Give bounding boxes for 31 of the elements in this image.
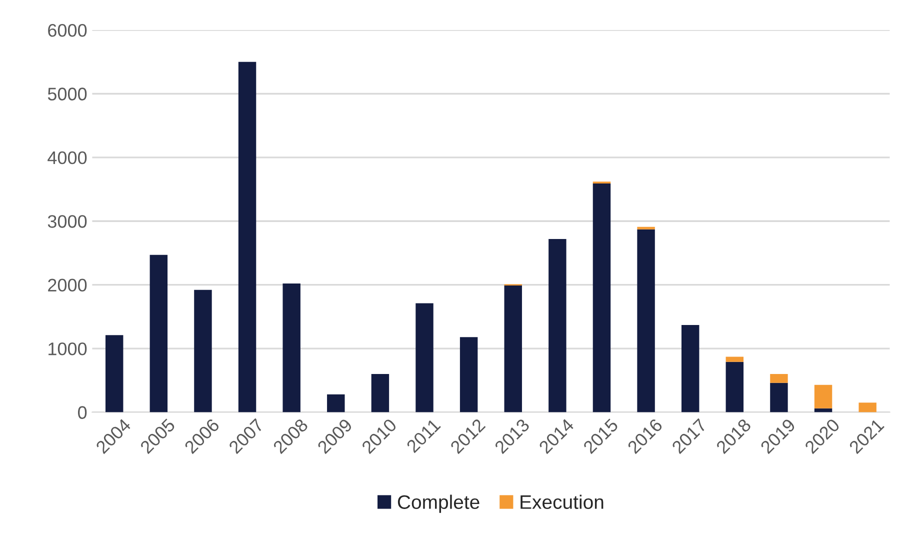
bar [238, 62, 256, 412]
bar [150, 254, 168, 412]
bar [726, 356, 744, 362]
bar [592, 184, 611, 412]
bar [814, 384, 832, 408]
bar [504, 285, 522, 412]
bar [858, 402, 876, 412]
bar [548, 238, 566, 412]
y-tick-label: 6000 [48, 24, 87, 37]
bar [770, 374, 788, 383]
bar [282, 284, 300, 412]
legend-label: Execution [520, 494, 604, 509]
bar [105, 335, 124, 412]
bar [770, 382, 788, 412]
bar [194, 290, 212, 412]
y-tick-label: 3000 [48, 215, 87, 228]
bar [416, 303, 434, 412]
y-tick-label: 4000 [48, 151, 87, 164]
bar [726, 362, 744, 412]
y-tick-label: 2000 [48, 278, 87, 292]
bar [460, 337, 478, 412]
bar [637, 229, 655, 412]
bar [681, 324, 700, 412]
y-tick-label: 0 [78, 406, 87, 419]
bar [327, 394, 345, 412]
y-tick-label: 1000 [48, 342, 87, 356]
legend-label: Complete [398, 494, 480, 513]
bar [637, 226, 655, 230]
bar [814, 408, 832, 412]
y-tick-label: 5000 [48, 88, 87, 100]
bar [371, 374, 390, 412]
